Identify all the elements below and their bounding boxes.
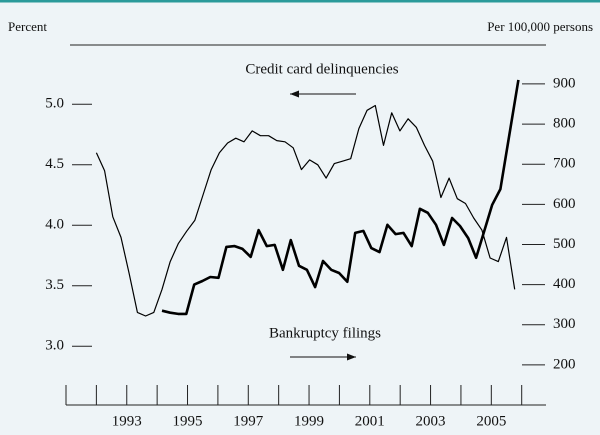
x-tick-label: 1997 xyxy=(233,413,264,429)
right-axis-label: Per 100,000 persons xyxy=(487,19,593,34)
top-rule xyxy=(0,0,600,3)
annotation: Credit card delinquencies xyxy=(245,61,398,77)
arrow-head xyxy=(290,90,299,98)
y2-tick-label: 800 xyxy=(553,116,576,132)
x-tick-label: 1999 xyxy=(294,413,324,429)
y2-tick-label: 700 xyxy=(553,156,576,172)
y-tick-label: 3.0 xyxy=(45,338,64,354)
y-tick-label: 4.0 xyxy=(45,217,64,233)
y2-tick-label: 300 xyxy=(553,316,576,332)
series-line xyxy=(161,79,520,316)
y2-tick-label: 900 xyxy=(553,75,576,91)
arrow-head xyxy=(347,353,356,361)
x-tick-label: 2005 xyxy=(476,413,506,429)
series-line xyxy=(95,104,516,317)
y2-tick-label: 500 xyxy=(553,236,576,252)
x-tick-label: 1995 xyxy=(173,413,203,429)
x-tick-label: 2001 xyxy=(355,413,385,429)
y-tick-label: 5.0 xyxy=(45,96,64,112)
y2-tick-label: 200 xyxy=(553,356,576,372)
y2-tick-label: 600 xyxy=(553,196,576,212)
annotation: Bankruptcy filings xyxy=(269,325,381,341)
x-tick-label: 2003 xyxy=(416,413,446,429)
y-tick-label: 3.5 xyxy=(45,277,64,293)
y2-tick-label: 400 xyxy=(553,276,576,292)
x-tick-label: 1993 xyxy=(112,413,142,429)
y-tick-label: 4.5 xyxy=(45,156,64,172)
left-axis-label: Percent xyxy=(8,19,47,34)
